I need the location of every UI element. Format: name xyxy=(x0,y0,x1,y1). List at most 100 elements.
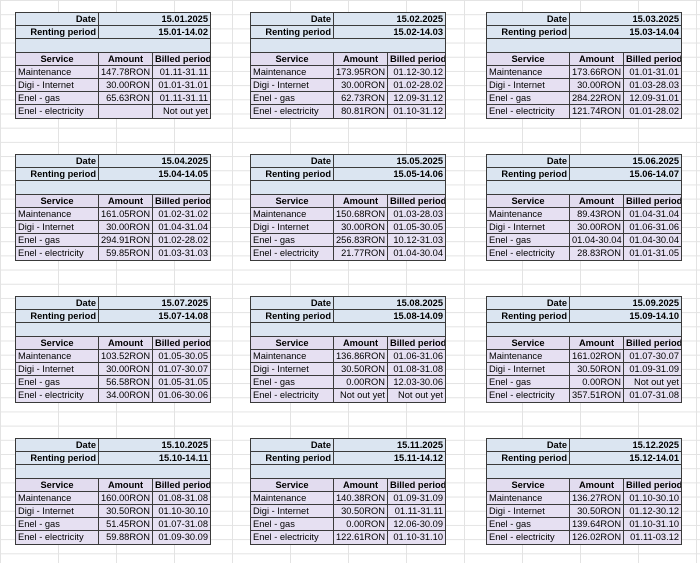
service-name: Enel - electricity xyxy=(486,530,570,545)
column-header: Billed period xyxy=(623,51,682,66)
service-name: Digi - Internet xyxy=(15,503,99,519)
billed-period: 01.11-31.11 xyxy=(152,91,211,106)
column-header: Service xyxy=(486,193,570,208)
period-row: Renting period 15.05-14.06 xyxy=(250,167,446,182)
column-header: Billed period xyxy=(387,477,446,492)
amount: 30.50RON xyxy=(98,503,153,519)
column-header: Service xyxy=(486,335,570,350)
service-name: Enel - electricity xyxy=(486,388,570,403)
billed-period: 01.06-30.06 xyxy=(152,388,211,403)
service-row: Maintenance 89.43RON 01.04-31.04 xyxy=(486,206,682,221)
service-name: Enel - electricity xyxy=(486,246,570,261)
date-label: Date xyxy=(486,437,570,453)
service-row: Enel - gas 0.00RON Not out yet xyxy=(486,375,682,390)
billed-period: 01.10-31.10 xyxy=(387,530,446,545)
service-row: Enel - gas 284.22RON 12.09-31.01 xyxy=(486,91,682,106)
amount: 0.00RON xyxy=(333,375,388,390)
blank-cell xyxy=(15,38,211,53)
amount: 30.00RON xyxy=(333,219,388,235)
period-value: 15.02-14.03 xyxy=(333,25,446,40)
service-name: Enel - gas xyxy=(486,233,570,248)
service-name: Digi - Internet xyxy=(250,361,334,377)
amount: 28.83RON xyxy=(569,246,624,261)
service-row: Enel - electricity 28.83RON 01.01-31.05 xyxy=(486,246,682,261)
service-name: Digi - Internet xyxy=(250,503,334,519)
billed-period: 01.05-31.05 xyxy=(152,375,211,390)
billed-period: 01.03-31.03 xyxy=(152,246,211,261)
service-row: Digi - Internet 30.00RON 01.07-30.07 xyxy=(15,361,211,377)
amount: 56.58RON xyxy=(98,375,153,390)
billed-period: 01.07-30.07 xyxy=(152,361,211,377)
date-value: 15.11.2025 xyxy=(333,437,446,453)
column-header: Amount xyxy=(333,477,388,492)
period-label: Renting period xyxy=(15,451,99,466)
amount: 30.50RON xyxy=(569,503,624,519)
bill-block: Date 15.03.2025 Renting period 15.03-14.04 S… xyxy=(486,11,682,119)
service-name: Maintenance xyxy=(486,490,570,505)
bill-block: Date 15.07.2025 Renting period 15.07-14.08 S… xyxy=(15,295,211,403)
billed-period: 01.04-31.04 xyxy=(623,206,682,221)
service-row: Digi - Internet 30.00RON 01.01-31.01 xyxy=(15,77,211,93)
amount: 150.68RON xyxy=(333,206,388,221)
column-header: Amount xyxy=(569,477,624,492)
amount: 161.05RON xyxy=(98,206,153,221)
date-value: 15.02.2025 xyxy=(333,11,446,27)
amount: 0.00RON xyxy=(569,375,624,390)
billed-period: 01.03-28.03 xyxy=(623,77,682,93)
column-header: Amount xyxy=(569,51,624,66)
bill-block: Date 15.02.2025 Renting period 15.02-14.03 S… xyxy=(250,11,446,119)
column-header: Billed period xyxy=(387,51,446,66)
service-row: Digi - Internet 30.00RON 01.04-31.04 xyxy=(15,219,211,235)
amount: 30.00RON xyxy=(569,219,624,235)
date-value: 15.08.2025 xyxy=(333,295,446,311)
blank-cell xyxy=(486,464,682,479)
service-row: Enel - gas 139.64RON 01.10-31.10 xyxy=(486,517,682,532)
bill-block: Date 15.08.2025 Renting period 15.08-14.09 S… xyxy=(250,295,446,403)
billed-period: 12.06-30.09 xyxy=(387,517,446,532)
service-row: Maintenance 140.38RON 01.09-31.09 xyxy=(250,490,446,505)
amount: 59.85RON xyxy=(98,246,153,261)
column-header: Billed period xyxy=(623,193,682,208)
amount: 30.50RON xyxy=(333,503,388,519)
date-row: Date 15.02.2025 xyxy=(250,11,446,27)
blank-row xyxy=(250,464,446,479)
column-header: Billed period xyxy=(623,477,682,492)
column-header: Service xyxy=(250,335,334,350)
billed-period: 01.10-30.10 xyxy=(152,503,211,519)
date-label: Date xyxy=(250,153,334,169)
service-name: Digi - Internet xyxy=(15,77,99,93)
service-name: Enel - electricity xyxy=(250,246,334,261)
service-name: Enel - electricity xyxy=(15,104,99,119)
service-name: Enel - gas xyxy=(486,375,570,390)
service-name: Enel - gas xyxy=(250,517,334,532)
blank-cell xyxy=(15,322,211,337)
service-row: Enel - electricity 122.61RON 01.10-31.10 xyxy=(250,530,446,545)
blank-row xyxy=(250,180,446,195)
service-row: Maintenance 147.78RON 01.11-31.11 xyxy=(15,64,211,79)
date-label: Date xyxy=(15,153,99,169)
service-name: Maintenance xyxy=(486,348,570,363)
service-row: Enel - gas 62.73RON 12.09-31.12 xyxy=(250,91,446,106)
period-value: 15.06-14.07 xyxy=(569,167,682,182)
service-name: Enel - gas xyxy=(486,517,570,532)
service-row: Enel - electricity 21.77RON 01.04-30.04 xyxy=(250,246,446,261)
service-row: Maintenance 136.27RON 01.10-30.10 xyxy=(486,490,682,505)
header-row: Service Amount Billed period xyxy=(486,335,682,350)
service-name: Enel - gas xyxy=(250,91,334,106)
service-name: Digi - Internet xyxy=(486,219,570,235)
service-name: Maintenance xyxy=(486,206,570,221)
period-value: 15.12-14.01 xyxy=(569,451,682,466)
billed-period: 01.10-31.12 xyxy=(387,104,446,119)
amount: 59.88RON xyxy=(98,530,153,545)
bill-block: Date 15.09.2025 Renting period 15.09-14.10 S… xyxy=(486,295,682,403)
amount: Not out yet xyxy=(333,388,388,403)
amount xyxy=(98,104,153,119)
billed-period: 01.04-31.04 xyxy=(152,219,211,235)
date-value: 15.10.2025 xyxy=(98,437,211,453)
blank-row xyxy=(15,180,211,195)
amount: 173.95RON xyxy=(333,64,388,79)
billed-period: 01.09-30.09 xyxy=(152,530,211,545)
header-row: Service Amount Billed period xyxy=(250,193,446,208)
period-row: Renting period 15.12-14.01 xyxy=(486,451,682,466)
column-header: Billed period xyxy=(387,335,446,350)
